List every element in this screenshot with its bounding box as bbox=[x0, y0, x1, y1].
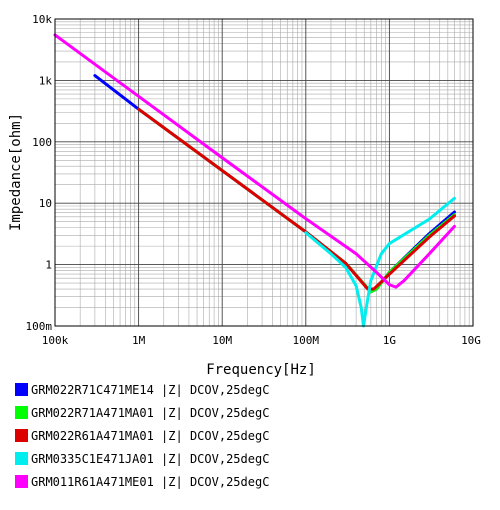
y-tick-label: 1k bbox=[39, 74, 53, 87]
y-tick-labels: 100m 1 10 100 1k 10k bbox=[26, 13, 53, 333]
legend-swatch bbox=[15, 383, 28, 396]
x-axis-label: Frequency[Hz] bbox=[206, 362, 316, 378]
x-tick-label: 10G bbox=[461, 334, 481, 347]
series-line-5 bbox=[53, 33, 456, 289]
series-line-3 bbox=[137, 107, 456, 291]
y-tick-label: 10k bbox=[32, 13, 52, 26]
plot-frame bbox=[54, 18, 474, 327]
legend-entry: GRM022R61A471MA01 |Z| DCOV,25degC bbox=[31, 429, 269, 443]
series-line-4 bbox=[304, 196, 456, 328]
series-layer bbox=[53, 33, 456, 328]
x-tick-label: 100M bbox=[293, 334, 320, 347]
legend-swatch bbox=[15, 475, 28, 488]
y-tick-label: 100 bbox=[32, 136, 52, 149]
y-tick-label: 1 bbox=[45, 259, 52, 272]
legend-swatch bbox=[15, 429, 28, 442]
y-tick-label: 100m bbox=[26, 320, 53, 333]
legend-entry: GRM022R71C471ME14 |Z| DCOV,25degC bbox=[31, 383, 269, 397]
legend-entry: GRM0335C1E471JA01 |Z| DCOV,25degC bbox=[31, 452, 269, 466]
y-tick-label: 10 bbox=[39, 197, 52, 210]
plot-background bbox=[55, 19, 473, 326]
grid-minor bbox=[55, 19, 473, 326]
x-tick-label: 100k bbox=[42, 334, 69, 347]
x-tick-label: 10M bbox=[212, 334, 232, 347]
legend: GRM022R71C471ME14 |Z| DCOV,25degC GRM022R… bbox=[15, 383, 269, 489]
x-tick-label: 1G bbox=[383, 334, 396, 347]
x-tick-labels: 100k 1M 10M 100M 1G 10G bbox=[42, 334, 481, 347]
legend-swatch bbox=[15, 406, 28, 419]
legend-entry: GRM022R71A471MA01 |Z| DCOV,25degC bbox=[31, 406, 269, 420]
legend-entry: GRM011R61A471ME01 |Z| DCOV,25degC bbox=[31, 475, 269, 489]
legend-swatch bbox=[15, 452, 28, 465]
x-tick-label: 1M bbox=[132, 334, 146, 347]
y-axis-label: Impedance[ohm] bbox=[8, 113, 24, 231]
